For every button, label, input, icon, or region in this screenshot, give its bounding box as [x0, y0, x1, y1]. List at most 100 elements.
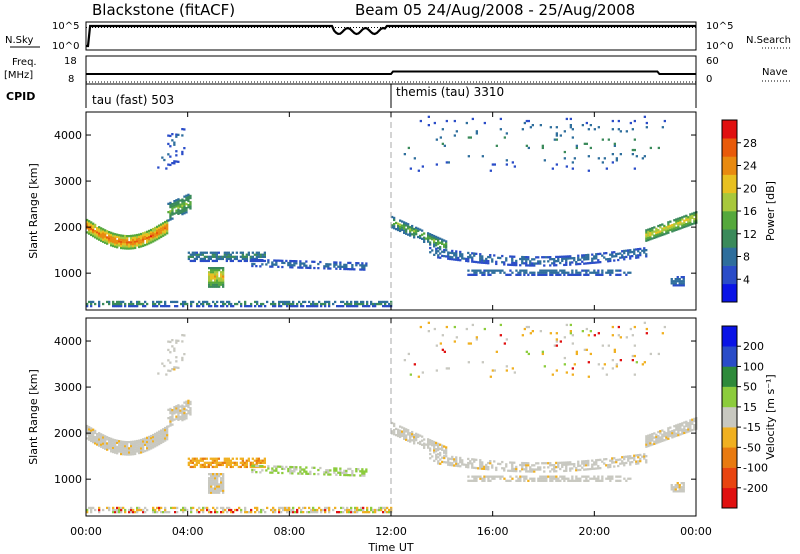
power-cell [453, 119, 456, 123]
power-cell [148, 231, 151, 235]
velocity-cell [583, 462, 586, 465]
velocity-cell [311, 466, 314, 469]
power-cell [601, 273, 604, 276]
velocity-cell [421, 435, 424, 438]
velocity-cell [663, 325, 666, 329]
velocity-cell [545, 479, 548, 482]
velocity-cell [214, 508, 217, 512]
velocity-cell [397, 428, 400, 431]
velocity-cell [603, 458, 606, 461]
power-cell [497, 256, 500, 259]
velocity-cell [208, 473, 211, 476]
velocity-cell [229, 463, 232, 467]
velocity-cell [589, 352, 592, 356]
velocity-cell [333, 469, 336, 472]
velocity-cell [332, 508, 335, 512]
velocity-cell [591, 459, 594, 462]
power-cell [655, 236, 658, 239]
power-cell [278, 305, 281, 308]
power-cell [197, 255, 200, 258]
power-cell [529, 126, 532, 129]
power-cell [671, 228, 674, 231]
velocity-cell [481, 479, 484, 482]
power-cell [439, 245, 442, 249]
power-cell [409, 232, 412, 235]
velocity-cell [112, 446, 115, 449]
power-cell [195, 253, 198, 256]
velocity-cell [200, 508, 203, 512]
power-cell [417, 229, 420, 232]
power-cell [563, 273, 566, 276]
velocity-cell [173, 368, 176, 371]
velocity-cell [587, 464, 590, 467]
velocity-cell [407, 433, 410, 436]
power-cell [431, 249, 434, 252]
velocity-cell [96, 443, 99, 446]
velocity-cell [88, 434, 91, 437]
power-cell [124, 239, 127, 242]
velocity-cell [306, 511, 309, 514]
velocity-cell [289, 470, 292, 473]
velocity-cell [183, 405, 186, 408]
power-cell [437, 247, 440, 250]
velocity-cell [150, 434, 153, 438]
power-cell [519, 273, 522, 276]
power-cell [292, 300, 295, 304]
velocity-cell [676, 482, 679, 485]
power-cell [672, 284, 675, 287]
velocity-cell [154, 439, 157, 442]
velocity-cell [617, 464, 620, 468]
power-cell [533, 273, 536, 276]
velocity-cell [555, 477, 558, 480]
colorbar-swatch [722, 467, 737, 489]
power-cell [190, 300, 193, 304]
power-cell [455, 258, 458, 261]
power-cell [673, 225, 676, 228]
velocity-cell [132, 508, 135, 512]
power-cell [282, 302, 285, 306]
power-cell [175, 133, 178, 136]
velocity-cell [569, 330, 572, 333]
power-cell [667, 223, 670, 226]
power-cell [333, 263, 336, 266]
velocity-cell [282, 506, 285, 510]
velocity-cell [221, 461, 224, 464]
power-cell [553, 138, 556, 141]
velocity-cell [619, 475, 622, 478]
power-cell [491, 260, 494, 263]
power-cell [631, 128, 634, 131]
power-cell [110, 235, 113, 239]
power-cell [435, 244, 438, 247]
power-cell [210, 273, 213, 276]
cpid-row: CPID tau (fast) 503 themis (tau) 3310 [6, 84, 697, 108]
power-cell [471, 252, 474, 255]
power-cell [455, 256, 458, 259]
colorbar-tick-label: -50 [743, 441, 761, 454]
power-cell [609, 259, 612, 263]
power-cell [555, 255, 558, 259]
velocity-cell [643, 361, 646, 364]
velocity-cell [491, 464, 494, 467]
power-cell [469, 273, 472, 276]
power-cell [519, 269, 522, 272]
power-cell [226, 300, 229, 304]
velocity-cell [277, 465, 280, 468]
velocity-cell [210, 489, 213, 492]
velocity-cell [495, 350, 498, 353]
velocity-cell [120, 508, 123, 512]
velocity-cell [264, 511, 267, 514]
power-cell [199, 253, 202, 256]
velocity-cell [669, 430, 672, 433]
power-cell [225, 257, 228, 261]
velocity-cell [206, 508, 209, 512]
velocity-cell [601, 475, 604, 478]
colorbar-swatch [722, 487, 737, 509]
power-cell [481, 259, 484, 262]
velocity-cell [427, 442, 430, 445]
power-cell [173, 202, 176, 205]
velocity-cell [523, 464, 526, 467]
velocity-cell [98, 444, 101, 447]
velocity-cell [116, 439, 119, 442]
power-cell [280, 300, 283, 304]
power-cell [280, 305, 283, 308]
